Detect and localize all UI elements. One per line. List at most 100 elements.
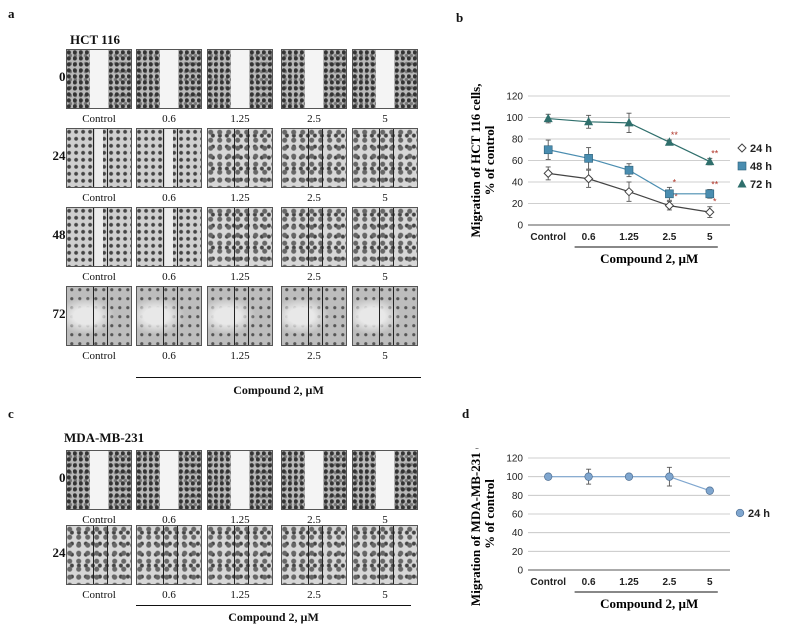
panel_c-column-label: 0.6 [162,514,176,526]
x-axis-title: Compound 2, µM [600,251,698,266]
panel_a-micrograph [352,286,418,346]
data-point [624,186,634,197]
y-tick-label: 20 [512,547,524,558]
panel-a-compound-bracket [136,377,421,378]
panel_a-column-label: Control [82,113,116,125]
data-point [544,472,553,481]
significance-label: * [713,197,717,207]
panel_c-column-label: 5 [382,589,388,601]
x-category-label: 0.6 [582,577,596,588]
panel_c-column-label: 2.5 [307,514,321,526]
panel-b-letter: b [456,10,464,25]
panel_a-column-label: 2.5 [307,113,321,125]
panel_c-micrograph [352,450,418,510]
x-category-label: 1.25 [619,577,639,588]
y-tick-label: 80 [512,491,524,502]
panel_a-column-label: 1.25 [230,350,250,362]
y-tick-label: 0 [517,566,523,577]
y-tick-label: 80 [512,135,524,146]
y-axis-title-line: % of control [482,125,497,195]
panel_a-micrograph [136,49,202,109]
y-tick-label: 100 [506,113,523,124]
panel_c-micrograph [136,450,202,510]
x-category-label: 0.6 [582,232,596,243]
panel_a-column-label: 2.5 [307,350,321,362]
panel_a-micrograph [66,49,132,109]
panel_a-column-label: 2.5 [307,271,321,283]
panel_c-micrograph [136,525,202,585]
panel_a-column-label: 0.6 [162,271,176,283]
panel_a-micrograph [136,286,202,346]
legend-label: 24 h [750,143,772,155]
data-point [584,116,594,126]
panel_a-micrograph [281,49,347,109]
panel_a-column-label: 1.25 [230,271,250,283]
panel_a-micrograph [207,286,273,346]
y-tick-label: 120 [506,454,523,465]
x-category-label: 1.25 [619,232,639,243]
panel-a-letter: a [8,6,15,21]
panel_a-column-label: 2.5 [307,192,321,204]
x-category-label: Control [530,232,566,243]
x-category-label: 2.5 [662,232,676,243]
data-point [705,486,714,495]
data-point [664,200,675,211]
panel_a-column-label: 5 [382,271,388,283]
panel_c-micrograph [281,525,347,585]
panel_c-column-label: 0.6 [162,589,176,601]
panel_c-micrograph [207,450,273,510]
panel_a-micrograph [207,128,273,188]
panel-d-letter: d [462,406,470,421]
panel-c-compound-bracket [136,605,411,606]
panel_c-micrograph [352,525,418,585]
significance-label: ** [711,148,719,158]
data-point [543,113,553,123]
panel_c-column-label: Control [82,514,116,526]
x-category-label: 5 [707,577,713,588]
panel_a-column-label: 0.6 [162,350,176,362]
legend-marker [735,508,745,518]
data-point [583,174,594,184]
significance-label: * [673,177,677,187]
legend-label: 24 h [748,508,770,520]
panel_a-column-label: Control [82,350,116,362]
y-tick-label: 100 [506,472,523,483]
y-axis-title: Migration of HCT 116 cells,% of control [470,84,497,238]
panel-d-line-chart: 0 20 40 60 80 100 120 Control 0.6 1.25 2.5 5 Compoun… [470,448,770,611]
panel_c-column-label: 1.25 [230,589,250,601]
significance-label: ** [711,180,719,190]
panel_a-micrograph [136,207,202,267]
panel_a-micrograph [281,286,347,346]
panel_c-micrograph [66,525,132,585]
data-point [665,189,674,199]
panel-c-compound-label: Compound 2, µM [228,610,319,624]
panel_a-column-label: 5 [382,350,388,362]
panel_a-micrograph [207,49,273,109]
panel_a-micrograph [352,207,418,267]
y-tick-label: 0 [517,221,523,232]
panel_a-micrograph [66,207,132,267]
panel_c-micrograph [66,450,132,510]
data-point [624,117,634,127]
data-point [705,207,715,217]
data-point [664,137,674,146]
y-tick-label: 60 [512,156,524,167]
data-point [584,472,593,481]
y-tick-label: 20 [512,199,524,210]
x-category-label: 5 [707,232,713,243]
panel_c-column-label: 2.5 [307,589,321,601]
data-point [705,156,715,166]
panel_c-micrograph [281,450,347,510]
panel_a-micrograph [66,286,132,346]
panel_a-micrograph [352,49,418,109]
panel_a-column-label: 1.25 [230,192,250,204]
significance-label: ** [671,191,679,201]
panel_a-column-label: 1.25 [230,113,250,125]
y-tick-label: 60 [512,510,524,521]
panel_c-column-label: 5 [382,514,388,526]
panel_a-column-label: 0.6 [162,113,176,125]
panel_a-micrograph [281,128,347,188]
y-tick-label: 120 [506,92,523,103]
x-category-label: Control [530,577,566,588]
y-axis-title-line: % of control [482,479,497,549]
